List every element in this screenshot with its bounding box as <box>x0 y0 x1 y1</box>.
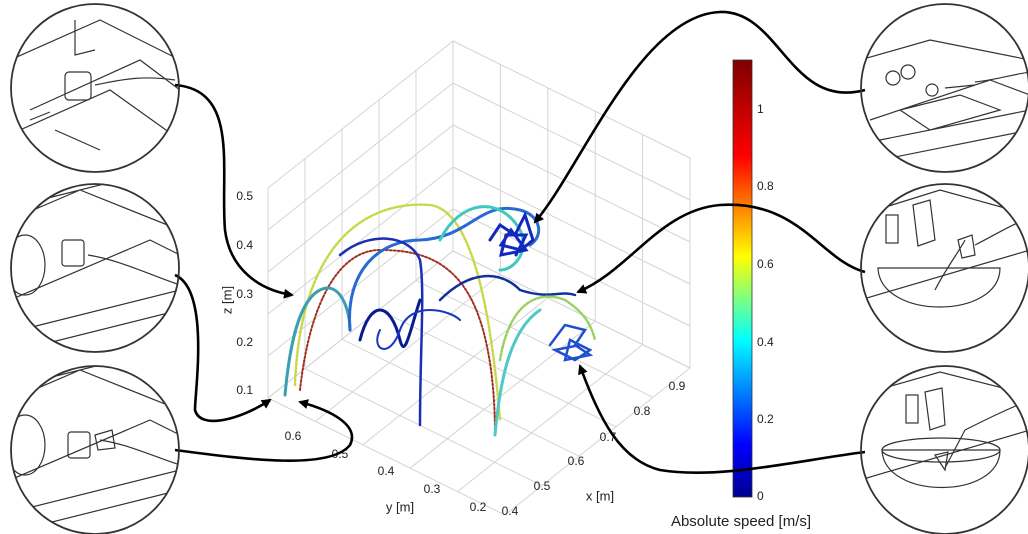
colorbar-tick-label: 0.6 <box>757 257 774 271</box>
arrow <box>535 12 865 222</box>
z-tick-label: 0.1 <box>236 383 253 397</box>
z-tick-label: 0.2 <box>236 335 253 349</box>
x-tick-label: 0.8 <box>634 404 651 418</box>
grid-line <box>268 83 453 230</box>
illustration <box>5 180 180 350</box>
illustration <box>860 40 1028 160</box>
grid-line <box>268 41 453 188</box>
trajectory <box>550 325 590 360</box>
arrow <box>578 205 865 292</box>
x-axis-label: x [m] <box>586 488 614 503</box>
grid-line <box>416 280 653 397</box>
trajectory <box>295 205 500 420</box>
grid-line <box>453 167 690 284</box>
illustration-frame <box>11 366 179 534</box>
figure: 0.5 0.4 0.3 0.2 0.1 z [m] 0.6 0.5 0.4 0.… <box>0 0 1028 534</box>
grid-line <box>453 41 690 158</box>
illustration-frame <box>11 184 179 352</box>
z-axis-label: z [m] <box>219 286 234 314</box>
colorbar <box>733 60 752 497</box>
grid-line <box>268 398 505 515</box>
illustrations <box>5 4 1028 534</box>
trajectories <box>285 205 595 435</box>
grid-line <box>453 125 690 242</box>
arrow <box>175 85 292 295</box>
grid-line <box>453 83 690 200</box>
y-tick-label: 0.3 <box>424 482 441 496</box>
colorbar-ticks: 1 0.8 0.6 0.4 0.2 0 <box>757 102 774 503</box>
x-tick-label: 0.4 <box>502 504 519 518</box>
z-tick-label: 0.3 <box>236 287 253 301</box>
colorbar-tick-label: 1 <box>757 102 764 116</box>
y-axis-label: y [m] <box>386 499 414 514</box>
arrow <box>175 402 352 461</box>
colorbar-tick-label: 0.8 <box>757 179 774 193</box>
z-tick-label: 0.4 <box>236 238 253 252</box>
z-ticks: 0.5 0.4 0.3 0.2 0.1 <box>236 189 253 397</box>
z-tick-label: 0.5 <box>236 189 253 203</box>
grid-line <box>458 345 643 492</box>
x-tick-label: 0.9 <box>669 379 686 393</box>
grid-line <box>342 339 579 456</box>
y-tick-label: 0.4 <box>378 464 395 478</box>
trajectory <box>495 310 540 435</box>
grid-line <box>268 125 453 272</box>
illustration-frame <box>11 4 179 172</box>
y-tick-label: 0.2 <box>470 500 487 514</box>
grid-line <box>363 298 548 445</box>
grid-line <box>305 369 542 486</box>
grid-line <box>453 209 690 326</box>
illustration <box>10 20 180 150</box>
x-tick-label: 0.6 <box>568 454 585 468</box>
x-tick-label: 0.5 <box>534 479 551 493</box>
trajectory <box>360 300 420 346</box>
colorbar-tick-label: 0 <box>757 489 764 503</box>
trajectory <box>300 250 495 435</box>
colorbar-tick-label: 0.2 <box>757 412 774 426</box>
trajectory <box>490 215 533 255</box>
colorbar-tick-label: 0.4 <box>757 335 774 349</box>
y-tick-label: 0.6 <box>285 429 302 443</box>
colorbar-label: Absolute speed [m/s] <box>671 513 811 530</box>
